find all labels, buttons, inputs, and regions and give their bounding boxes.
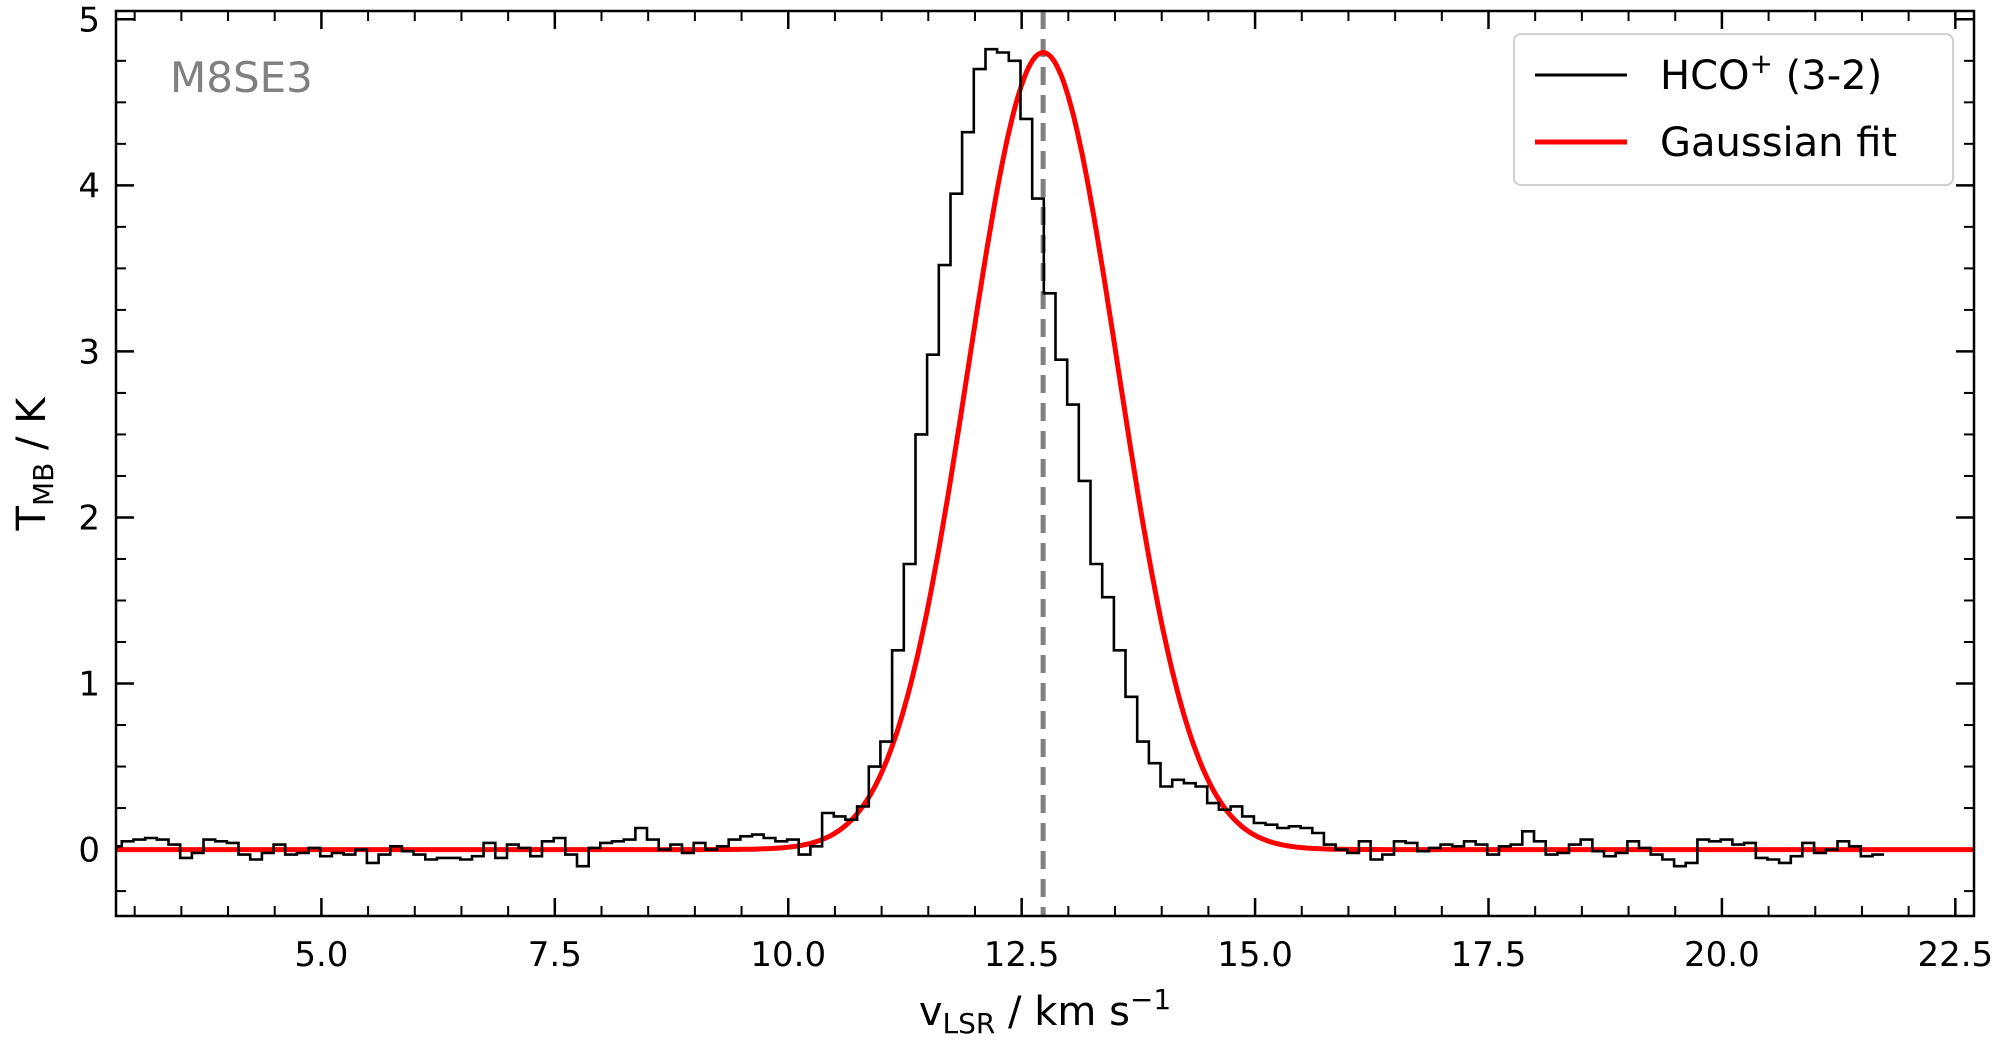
y-tick-label: 0	[78, 831, 100, 871]
x-tick-label: 20.0	[1684, 935, 1760, 975]
x-tick-label: 7.5	[528, 935, 582, 975]
legend-box	[1513, 33, 1954, 186]
x-tick-label: 5.0	[294, 935, 348, 975]
source-label: M8SE3	[170, 53, 313, 102]
x-tick-label: 17.5	[1451, 935, 1527, 975]
axis-ticks	[116, 11, 1974, 916]
x-tick-label: 10.0	[750, 935, 826, 975]
legend-label-gaussian: Gaussian fit	[1660, 120, 1897, 166]
spectrum-line	[116, 47, 1885, 868]
plot-area	[116, 11, 1974, 916]
plot-frame	[114, 9, 1976, 918]
x-tick-label: 15.0	[1217, 935, 1293, 975]
y-tick-label: 2	[78, 498, 100, 538]
legend-label-spectrum: HCO+ (3-2)	[1660, 47, 1882, 99]
y-tick-label: 4	[78, 166, 100, 206]
tick-labels: 5.0 7.5 10.0 12.5 15.0 17.5 20.0 22.5 0 1 2 3 4 5	[78, 0, 1993, 975]
x-axis-label: vLSR / km s−1	[919, 983, 1171, 1040]
y-axis-label: TMB / K	[9, 396, 60, 532]
y-tick-label: 3	[78, 332, 100, 372]
gaussian-fit-line	[116, 49, 1974, 853]
x-tick-label: 12.5	[984, 935, 1060, 975]
x-tick-label: 22.5	[1917, 935, 1993, 975]
legend: HCO+ (3-2) Gaussian fit	[1513, 33, 1954, 186]
y-tick-label: 5	[78, 0, 100, 40]
y-tick-label: 1	[78, 665, 100, 705]
